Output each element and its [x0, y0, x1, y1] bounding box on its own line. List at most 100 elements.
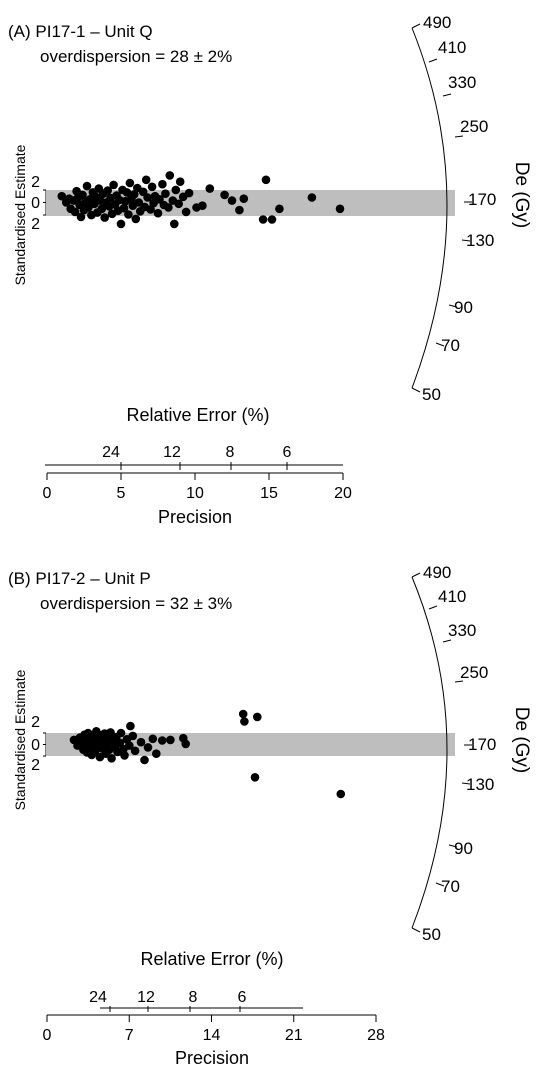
panel-a-data-point	[171, 185, 181, 195]
panel-a-data-point	[97, 204, 107, 214]
panel-a-data-point	[175, 177, 185, 186]
panel-a-data-point	[227, 196, 237, 205]
panel-a-data-point	[57, 191, 67, 201]
panel-b-de-tick-label: 490	[423, 563, 451, 582]
panel-a-x-tick-label: 0	[43, 485, 52, 502]
panel-a-data-point	[70, 207, 80, 217]
panel-a-data-point	[116, 219, 126, 229]
panel-a-overdispersion: overdispersion = 28 ± 2%	[40, 47, 232, 66]
panel-a-data-point	[76, 212, 86, 222]
panel-b-de-tick	[454, 680, 464, 683]
panel-a-de-tick	[411, 387, 421, 393]
panel-b-de-tick-label: 410	[438, 587, 466, 606]
panel-a-title: (A) PI17-1 – Unit Q	[8, 22, 153, 41]
panel-a-data-point	[119, 203, 129, 213]
panel-b-de-tick-label: 330	[448, 621, 476, 640]
panel-a-de-axis: 490 410 330 250 170 130 90 70 50 De (Gy)	[411, 13, 532, 404]
panel-a-de-tick-label: 330	[448, 73, 476, 92]
panel-b-data-point	[143, 743, 153, 752]
panel-a-de-tick	[435, 342, 445, 347]
panel-b-y-tick-label: 0	[31, 737, 40, 754]
panel-b-de-tick	[461, 782, 471, 785]
panel-a-data-point	[100, 213, 109, 222]
panel-a-x-axis-label: Precision	[158, 507, 232, 527]
panel-a-data-point	[267, 215, 277, 224]
panel-a-de-tick-label: 70	[441, 336, 460, 355]
panel-a-data-point	[275, 204, 284, 214]
panel-a-data-point	[335, 204, 345, 214]
panel-a-data-point	[239, 194, 249, 203]
panel-b-x-tick-label: 7	[125, 1027, 134, 1044]
panel-a-data-point	[258, 215, 268, 224]
panel-a-relative-error-tick-label: 6	[283, 444, 292, 461]
panel-b-data-point	[157, 736, 167, 745]
panel-b-de-arc	[411, 576, 448, 929]
panel-a-de-tick	[411, 23, 421, 29]
panel-b-data-point	[140, 755, 149, 765]
panel-b-x-axis-label: Precision	[175, 1048, 249, 1067]
panel-a-de-tick-label: 170	[468, 190, 496, 209]
panel-a-data-point	[165, 171, 175, 180]
panel-a-data-point	[205, 184, 215, 193]
panel-b-data-point	[120, 751, 129, 760]
panel-b-de-tick-label: 50	[422, 925, 441, 944]
panel-b-relative-error-label: Relative Error (%)	[140, 949, 283, 969]
panel-b-overdispersion: overdispersion = 32 ± 3%	[40, 594, 232, 613]
panel-a-data-point	[181, 207, 191, 217]
panel-b-de-axis-label: De (Gy)	[511, 707, 532, 774]
panel-a-data-point	[82, 181, 92, 191]
panel-b-de-tick-label: 130	[466, 775, 494, 794]
panel-a-data-points	[57, 171, 345, 229]
panel-b: (B) PI17-2 – Unit P overdispersion = 32 …	[8, 563, 532, 1067]
panel-b-data-point	[115, 738, 125, 748]
panel-a-de-tick-label: 490	[423, 13, 451, 32]
panel-b-x-tick-label: 28	[367, 1027, 385, 1044]
panel-a-data-point	[307, 193, 317, 202]
panel-a-data-point	[220, 190, 229, 200]
panel-a-de-tick-label: 410	[438, 38, 466, 57]
panel-b-de-axis: 490 410 330 250 170 130 90 70 50 De (Gy)	[411, 563, 532, 944]
panel-a-data-point	[78, 190, 87, 200]
panel-b-data-point	[240, 717, 249, 726]
panel-a-data-point	[125, 178, 135, 188]
panel-a-data-point	[198, 201, 207, 210]
panel-a-data-point	[147, 182, 157, 192]
panel-b-data-point	[238, 709, 248, 719]
panel-b-de-tick	[428, 605, 438, 610]
panel-a-data-point	[235, 205, 244, 215]
panel-b-data-point	[181, 739, 190, 749]
panel-b-precision-ticks: 0 7 14 21 28	[43, 1014, 385, 1044]
panel-a-y-tick-label: 2	[31, 216, 40, 233]
panel-a-de-tick-label: 90	[454, 298, 473, 317]
panel-a-y-axis-label: Standardised Estimate	[12, 144, 28, 285]
panel-a-de-tick	[461, 239, 471, 242]
panel-b-de-tick-label: 170	[468, 735, 496, 754]
panel-b-data-point	[126, 721, 135, 731]
panel-b-de-tick	[411, 927, 421, 933]
panel-a-y-tick-label: 0	[31, 195, 40, 212]
panel-b-title: (B) PI17-2 – Unit P	[8, 569, 151, 588]
panel-a-de-tick	[442, 93, 452, 97]
panel-b-x-tick-label: 0	[43, 1027, 52, 1044]
panel-b-data-point	[250, 773, 260, 782]
panel-a-precision-ticks: 0 5 10 15 20	[43, 472, 352, 502]
panel-b-data-point	[116, 728, 126, 738]
panel-b-y-axis-label: Standardised Estimate	[12, 669, 28, 810]
panel-a-relative-error-tick-label: 24	[102, 444, 120, 461]
panel-b-de-tick-label: 250	[460, 663, 488, 682]
panel-a-data-point	[122, 188, 132, 197]
panel-b-data-point	[136, 737, 146, 747]
panel-a-de-tick	[448, 304, 458, 308]
panel-a-data-point	[174, 199, 183, 209]
panel-b-data-point	[107, 754, 116, 763]
panel-a-data-point	[158, 179, 167, 189]
panel-b-de-tick	[435, 882, 445, 887]
panel-a-data-point	[261, 175, 271, 185]
panel-b-de-tick-label: 70	[441, 877, 460, 896]
panel-a-data-point	[109, 180, 118, 190]
panel-b-data-point	[336, 789, 346, 799]
panel-a-data-point	[103, 186, 112, 195]
panel-a-de-tick-label: 130	[466, 231, 494, 250]
panel-a-de-tick-label: 250	[460, 117, 488, 136]
